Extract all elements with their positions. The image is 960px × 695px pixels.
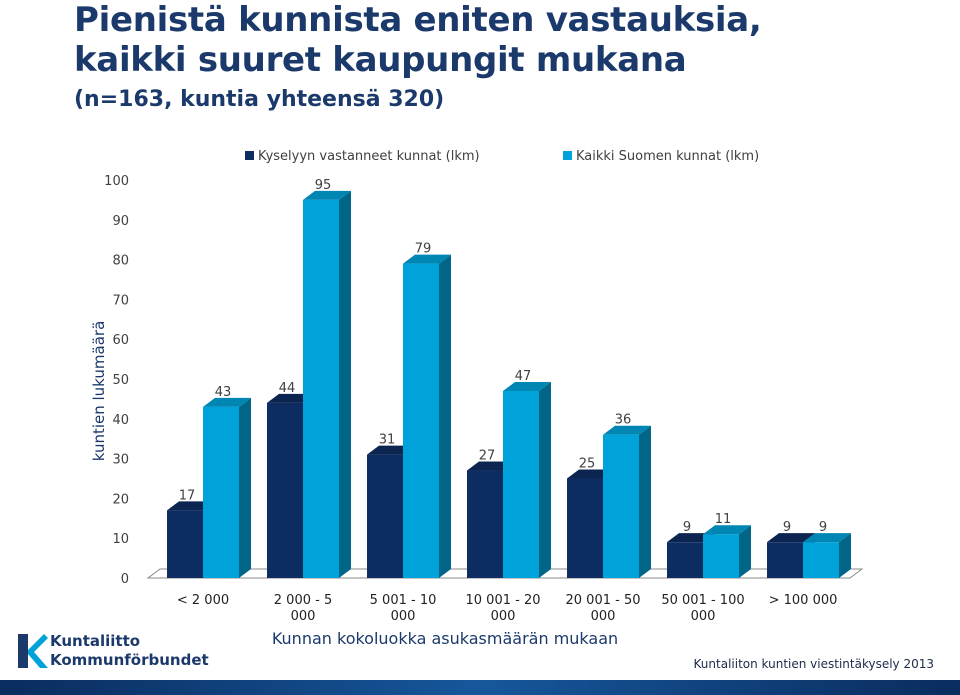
data-label: 43: [215, 385, 232, 400]
bar-top: [803, 533, 851, 543]
y-axis-label: kuntien lukumäärä: [90, 321, 108, 462]
data-label: 44: [279, 381, 296, 396]
bar: [803, 542, 839, 578]
y-tick-label: 80: [112, 254, 129, 269]
legend-entry: Kaikki Suomen kunnat (lkm): [576, 149, 759, 164]
x-axis-label: Kunnan kokoluokka asukasmäärän mukaan: [272, 629, 618, 648]
bar: [267, 402, 303, 578]
bar: [767, 542, 803, 578]
bar-side: [739, 525, 751, 578]
legend-swatch: [563, 151, 572, 160]
bar-side: [839, 533, 851, 578]
bar-top: [203, 397, 251, 407]
bar-side: [339, 190, 351, 578]
bar: [303, 199, 339, 578]
y-tick-label: 10: [112, 532, 129, 547]
bar-top: [703, 525, 751, 535]
data-label: 95: [315, 178, 332, 193]
y-tick-label: 20: [112, 492, 129, 507]
bar-chart: 0 10 20 30 40 50 60 70 80 90 100 kuntien lukumäärä 1…: [90, 149, 864, 648]
title-line-2: kaikki suuret kaupungit mukana: [74, 40, 687, 80]
data-label: 25: [579, 457, 596, 472]
bar: [203, 406, 239, 578]
x-tick-label: < 2 000: [177, 593, 229, 608]
chart-title: Pienistä kunnista eniten vastauksia, kai…: [74, 0, 762, 80]
data-label: 27: [479, 449, 496, 464]
y-tick-label: 50: [112, 373, 129, 388]
bar: [603, 434, 639, 578]
data-label: 36: [615, 413, 632, 428]
bar: [503, 390, 539, 578]
source-note: Kuntaliiton kuntien viestintäkysely 2013: [693, 657, 934, 671]
x-tick-label: 2 000 - 5: [274, 593, 332, 608]
bar-top: [303, 190, 351, 200]
x-tick-label: 000: [291, 609, 316, 624]
bar: [667, 542, 703, 578]
data-label: 11: [715, 512, 732, 527]
title-line-1: Pienistä kunnista eniten vastauksia,: [74, 0, 762, 40]
y-tick-label: 40: [112, 413, 129, 428]
y-tick-label: 30: [112, 453, 129, 468]
y-tick-label: 90: [112, 214, 129, 229]
chart-subtitle: (n=163, kuntia yhteensä 320): [74, 87, 445, 112]
data-label: 47: [515, 369, 532, 384]
x-tick-label: 000: [591, 609, 616, 624]
y-tick-label: 70: [112, 293, 129, 308]
bar-side: [239, 397, 251, 578]
bar-top: [403, 254, 451, 264]
x-tick-label: 5 001 - 10: [370, 593, 437, 608]
data-label: 79: [415, 242, 432, 257]
legend-swatch: [245, 151, 254, 160]
bar-top: [767, 533, 815, 543]
bar-side: [539, 381, 551, 578]
x-tick-label: 10 001 - 20: [466, 593, 541, 608]
y-tick-label: 100: [104, 174, 129, 189]
x-tick-label: 20 001 - 50: [566, 593, 641, 608]
x-tick-label: > 100 000: [769, 593, 838, 608]
logo-icon: [18, 634, 48, 668]
y-tick-label: 0: [121, 572, 129, 587]
bar: [167, 510, 203, 578]
bar-side: [639, 425, 651, 578]
data-label: 9: [819, 520, 827, 535]
bar-top: [603, 425, 651, 435]
legend-entry: Kyselyyn vastanneet kunnat (lkm): [258, 149, 480, 164]
bar-top: [503, 381, 551, 391]
data-label: 9: [783, 520, 791, 535]
x-tick-label: 000: [391, 609, 416, 624]
kuntaliitto-logo: Kuntaliitto Kommunförbundet: [14, 630, 209, 674]
data-label: 9: [683, 520, 691, 535]
bar: [567, 478, 603, 578]
x-tick-label: 50 001 - 100: [661, 593, 744, 608]
bar: [367, 454, 403, 578]
x-tick-label: 000: [491, 609, 516, 624]
data-label: 17: [179, 488, 196, 503]
logo-text-line-2: Kommunförbundet: [50, 651, 209, 669]
bar-side: [439, 254, 451, 578]
y-tick-label: 60: [112, 333, 129, 348]
bar: [403, 263, 439, 578]
bottom-band: [0, 680, 960, 695]
bar: [703, 534, 739, 578]
data-label: 31: [379, 433, 396, 448]
logo-text-line-1: Kuntaliitto: [50, 632, 141, 650]
bar: [467, 470, 503, 578]
x-tick-label: 000: [691, 609, 716, 624]
